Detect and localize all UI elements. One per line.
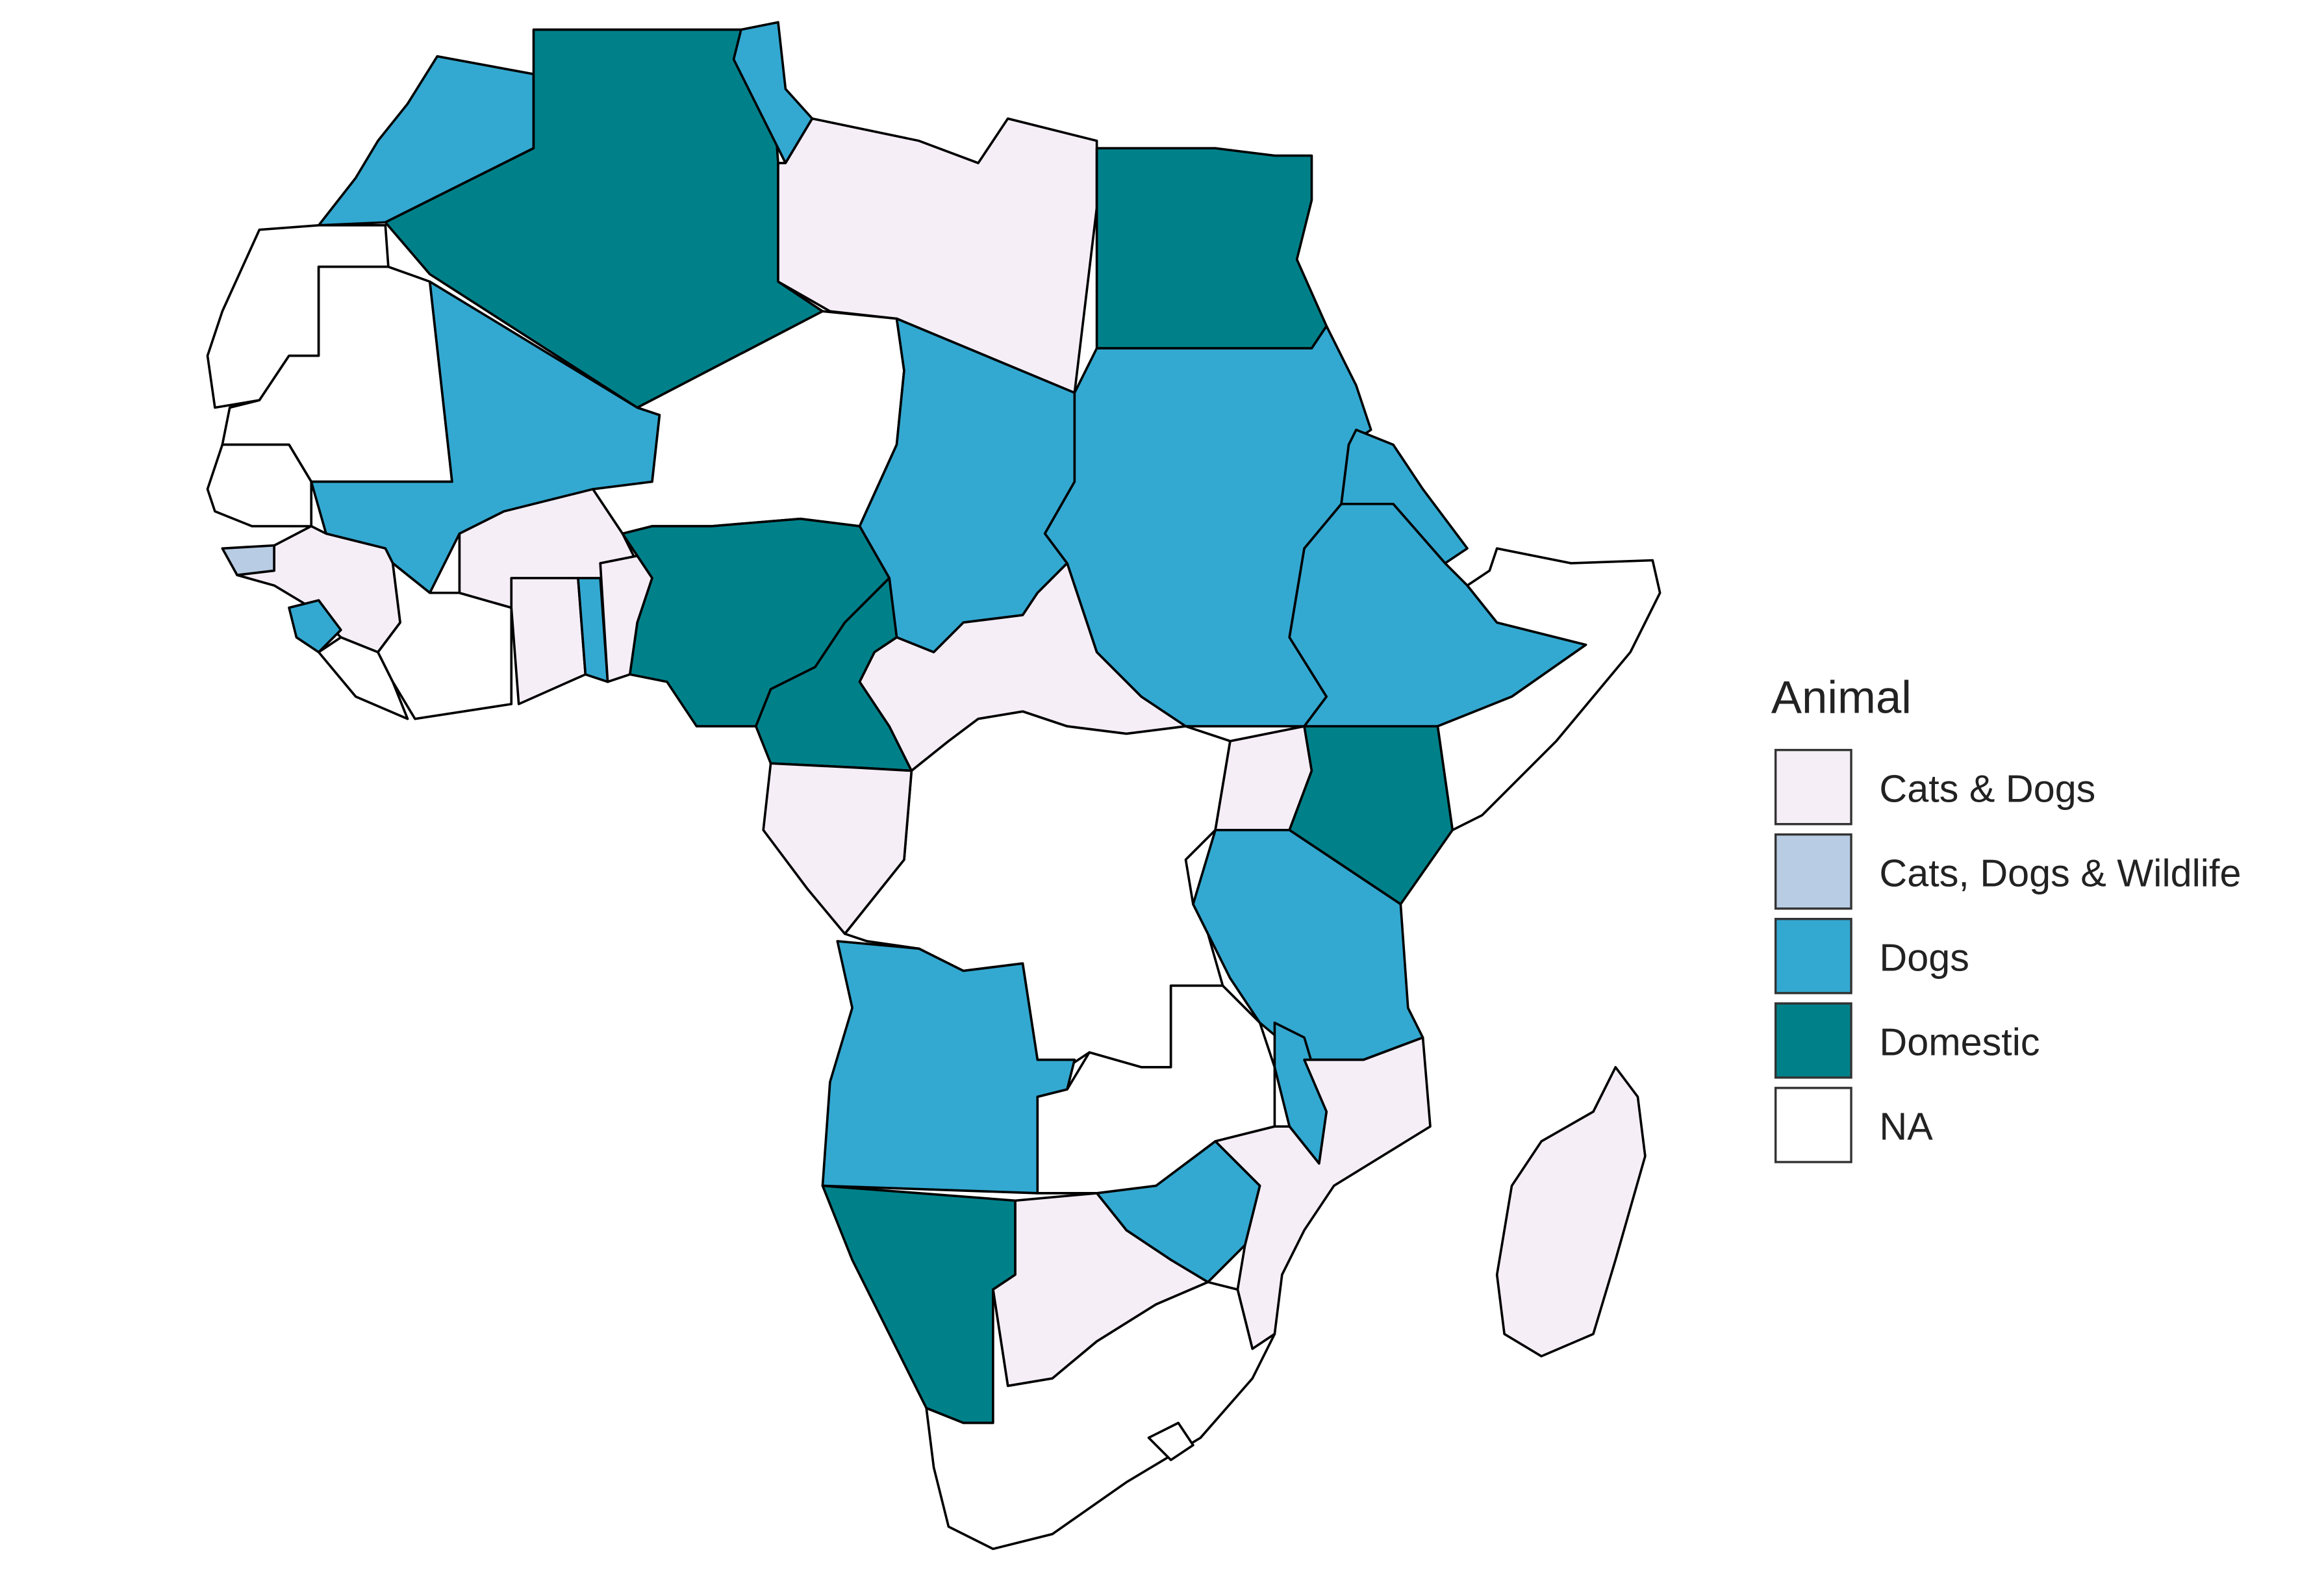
legend-label: Domestic xyxy=(1879,1020,2040,1064)
country xyxy=(288,599,342,653)
country xyxy=(1147,1421,1194,1462)
country xyxy=(1436,547,1661,831)
country xyxy=(377,562,513,720)
legend-label: NA xyxy=(1879,1105,1933,1148)
country xyxy=(510,577,587,705)
legend-label: Cats, Dogs & Wildlife xyxy=(1879,852,2241,895)
country xyxy=(925,1280,1276,1551)
country xyxy=(762,762,913,935)
legend-swatch xyxy=(1774,1002,1852,1079)
legend-title: Animal xyxy=(1771,672,1912,723)
country xyxy=(1495,1066,1647,1358)
legend-swatch xyxy=(1774,918,1852,994)
country xyxy=(1095,147,1328,350)
country xyxy=(206,443,313,527)
legend-label: Cats & Dogs xyxy=(1879,766,2095,810)
legend-swatch xyxy=(1774,1087,1852,1163)
legend-swatch xyxy=(1774,833,1852,910)
legend-label: Dogs xyxy=(1879,936,1969,980)
country xyxy=(821,1184,1017,1425)
legend-swatch xyxy=(1774,748,1852,826)
legend: Animal Cats & Dogs Cats, Dogs & Wildlife D… xyxy=(1771,672,2241,1163)
countries xyxy=(206,21,1661,1551)
